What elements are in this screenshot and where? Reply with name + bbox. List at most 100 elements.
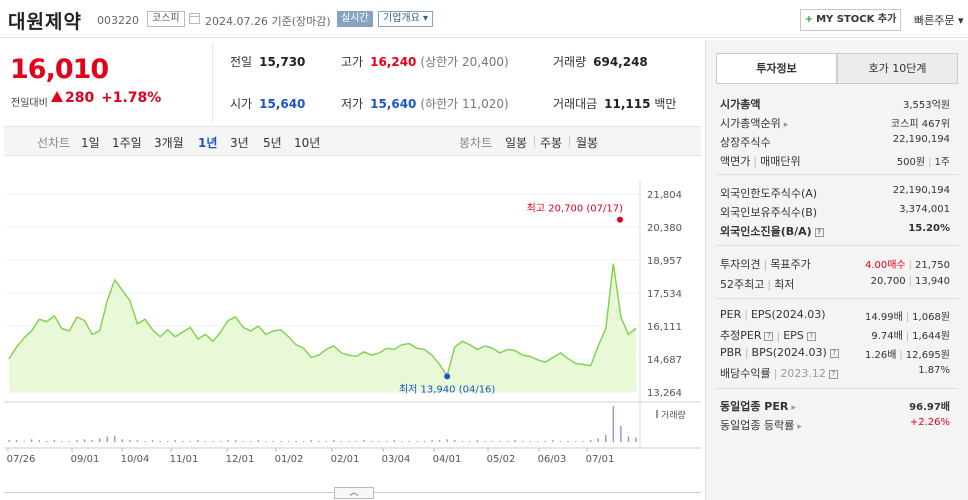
y-tick-label: 14,687 <box>647 355 682 366</box>
volume-bar <box>98 438 101 442</box>
x-tick-label: 01/02 <box>275 454 304 465</box>
row-pbr-bps: PBR | BPS(2024.03)? 1.26배 | 12,695원 <box>720 346 950 361</box>
help-icon[interactable]: ? <box>829 349 839 358</box>
volume-bar <box>499 441 501 442</box>
volume-bar <box>378 441 380 442</box>
volume-bar <box>136 440 139 442</box>
chevron-right-icon: ▸ <box>797 422 802 432</box>
volume-bar <box>627 436 630 442</box>
current-price: 16,010 <box>10 54 109 85</box>
volume-bar <box>242 441 244 442</box>
stat-prev-close: 전일 15,730 <box>230 55 306 69</box>
row-par-unit: 액면가 | 매매단위 500원 | 1주 <box>720 155 950 168</box>
volume-bar <box>144 441 146 442</box>
company-info-dropdown[interactable]: 기업개요 ▾ <box>378 11 434 27</box>
period-5y[interactable]: 5년 <box>263 136 282 150</box>
low-marker <box>444 373 451 380</box>
volume-bar <box>272 441 275 442</box>
help-icon[interactable]: ? <box>828 370 838 379</box>
help-icon[interactable]: ? <box>814 228 824 237</box>
row-foreign-limit: 외국인한도주식수(A) 22,190,194 <box>720 185 950 200</box>
row-sector-change[interactable]: 동일업종 등락률 ▸ +2.26% <box>720 417 950 432</box>
divider <box>716 298 958 299</box>
collapse-chart-button[interactable]: ︿ <box>334 487 374 499</box>
x-tick-label: 03/04 <box>382 454 411 465</box>
volume-bar <box>234 440 237 442</box>
volume-bar <box>106 436 108 442</box>
y-tick-label: 21,804 <box>647 190 682 201</box>
divider <box>716 245 958 246</box>
x-tick-label: 02/01 <box>331 454 360 465</box>
volume-bar <box>514 440 516 442</box>
volume-bar <box>265 441 267 442</box>
candle-daily[interactable]: 일봉 <box>505 136 528 150</box>
volume-bar <box>559 441 562 442</box>
volume-bar <box>38 440 40 442</box>
price-change: 280 <box>51 90 94 106</box>
chevron-down-icon: ▾ <box>957 14 964 27</box>
quote-date: 2024.07.26 기준(장마감) <box>205 15 331 28</box>
x-tick-label: 09/01 <box>71 454 100 465</box>
volume-bar <box>386 441 388 442</box>
high-label: 최고 20,700 (07/17) <box>527 203 623 215</box>
high-marker <box>617 216 623 223</box>
row-per-eps: PER | EPS(2024.03) 14.99배 | 1,068원 <box>720 308 950 323</box>
volume-bar <box>23 441 25 442</box>
row-sector-per[interactable]: 동일업종 PER ▸ 96.97배 <box>720 400 950 413</box>
period-10y[interactable]: 10년 <box>294 136 321 150</box>
volume-bar <box>182 441 184 442</box>
quick-order-button[interactable]: 빠른주문 ▾ <box>914 14 964 27</box>
help-icon[interactable]: ? <box>764 332 774 341</box>
x-tick-label: 05/02 <box>487 454 516 465</box>
stock-name: 대원제약 <box>8 11 82 33</box>
candle-weekly[interactable]: 주봉 <box>540 136 563 150</box>
price-area <box>9 263 636 392</box>
volume-bar <box>529 441 531 442</box>
volume-bar <box>521 441 524 442</box>
volume-bar <box>582 441 584 442</box>
volume-bar <box>15 440 18 442</box>
divider <box>716 83 958 84</box>
tab-orderbook[interactable]: 호가 10단계 <box>837 53 958 84</box>
row-market-cap: 시가총액 3,553억원 <box>720 98 950 111</box>
chevron-down-icon: ▾ <box>423 13 429 24</box>
x-tick-label: 11/01 <box>170 454 199 465</box>
volume-bar <box>250 441 252 442</box>
row-foreign-hold: 외국인보유주식수(B) 3,374,001 <box>720 204 950 219</box>
volume-bar <box>340 441 343 442</box>
period-3y[interactable]: 3년 <box>230 136 249 150</box>
volume-bar <box>287 441 290 442</box>
divider <box>212 43 213 123</box>
row-shares: 상장주식수 22,190,194 <box>720 134 950 149</box>
x-tick-label: 10/04 <box>121 454 150 465</box>
x-tick-label: 07/26 <box>7 454 36 465</box>
my-stock-add-button[interactable]: + MY STOCK 추가 <box>800 9 901 31</box>
volume-bar <box>204 441 207 442</box>
realtime-button[interactable]: 실시간 <box>337 11 373 27</box>
candle-monthly[interactable]: 월봉 <box>576 136 599 150</box>
help-icon[interactable]: ? <box>806 332 816 341</box>
period-1y[interactable]: 1년 <box>198 136 218 150</box>
row-cap-rank[interactable]: 시가총액순위 ▸ 코스피 467위 <box>720 117 950 130</box>
volume-bar <box>280 441 282 442</box>
low-label: 최저 13,940 (04/16) <box>399 383 495 395</box>
period-1w[interactable]: 1주일 <box>112 136 142 150</box>
y-tick-label: 16,111 <box>647 322 682 333</box>
volume-bar <box>408 441 411 442</box>
stat-volume: 거래량 694,248 <box>553 55 648 69</box>
row-est-per: 추정PER? | EPS? 9.74배 | 1,644원 <box>720 329 950 342</box>
x-tick-label: 12/01 <box>226 454 255 465</box>
tab-invest-info[interactable]: 투자정보 <box>716 53 837 84</box>
volume-legend-label: 거래량 <box>661 409 686 421</box>
volume-bar <box>589 440 592 442</box>
volume-bar <box>8 440 10 442</box>
y-tick-label: 18,957 <box>647 256 682 267</box>
period-1d[interactable]: 1일 <box>81 136 100 150</box>
row-foreign-ratio: 외국인소진율(B/A)? 15.20% <box>720 223 950 238</box>
volume-bar <box>506 441 509 442</box>
volume-bar <box>635 437 637 442</box>
period-3m[interactable]: 3개월 <box>154 136 184 150</box>
volume-bar <box>537 441 539 442</box>
volume-bar <box>431 440 433 442</box>
price-chart[interactable]: 21,804 20,380 18,957 17,534 16,111 14,687 13,2… <box>4 180 701 470</box>
